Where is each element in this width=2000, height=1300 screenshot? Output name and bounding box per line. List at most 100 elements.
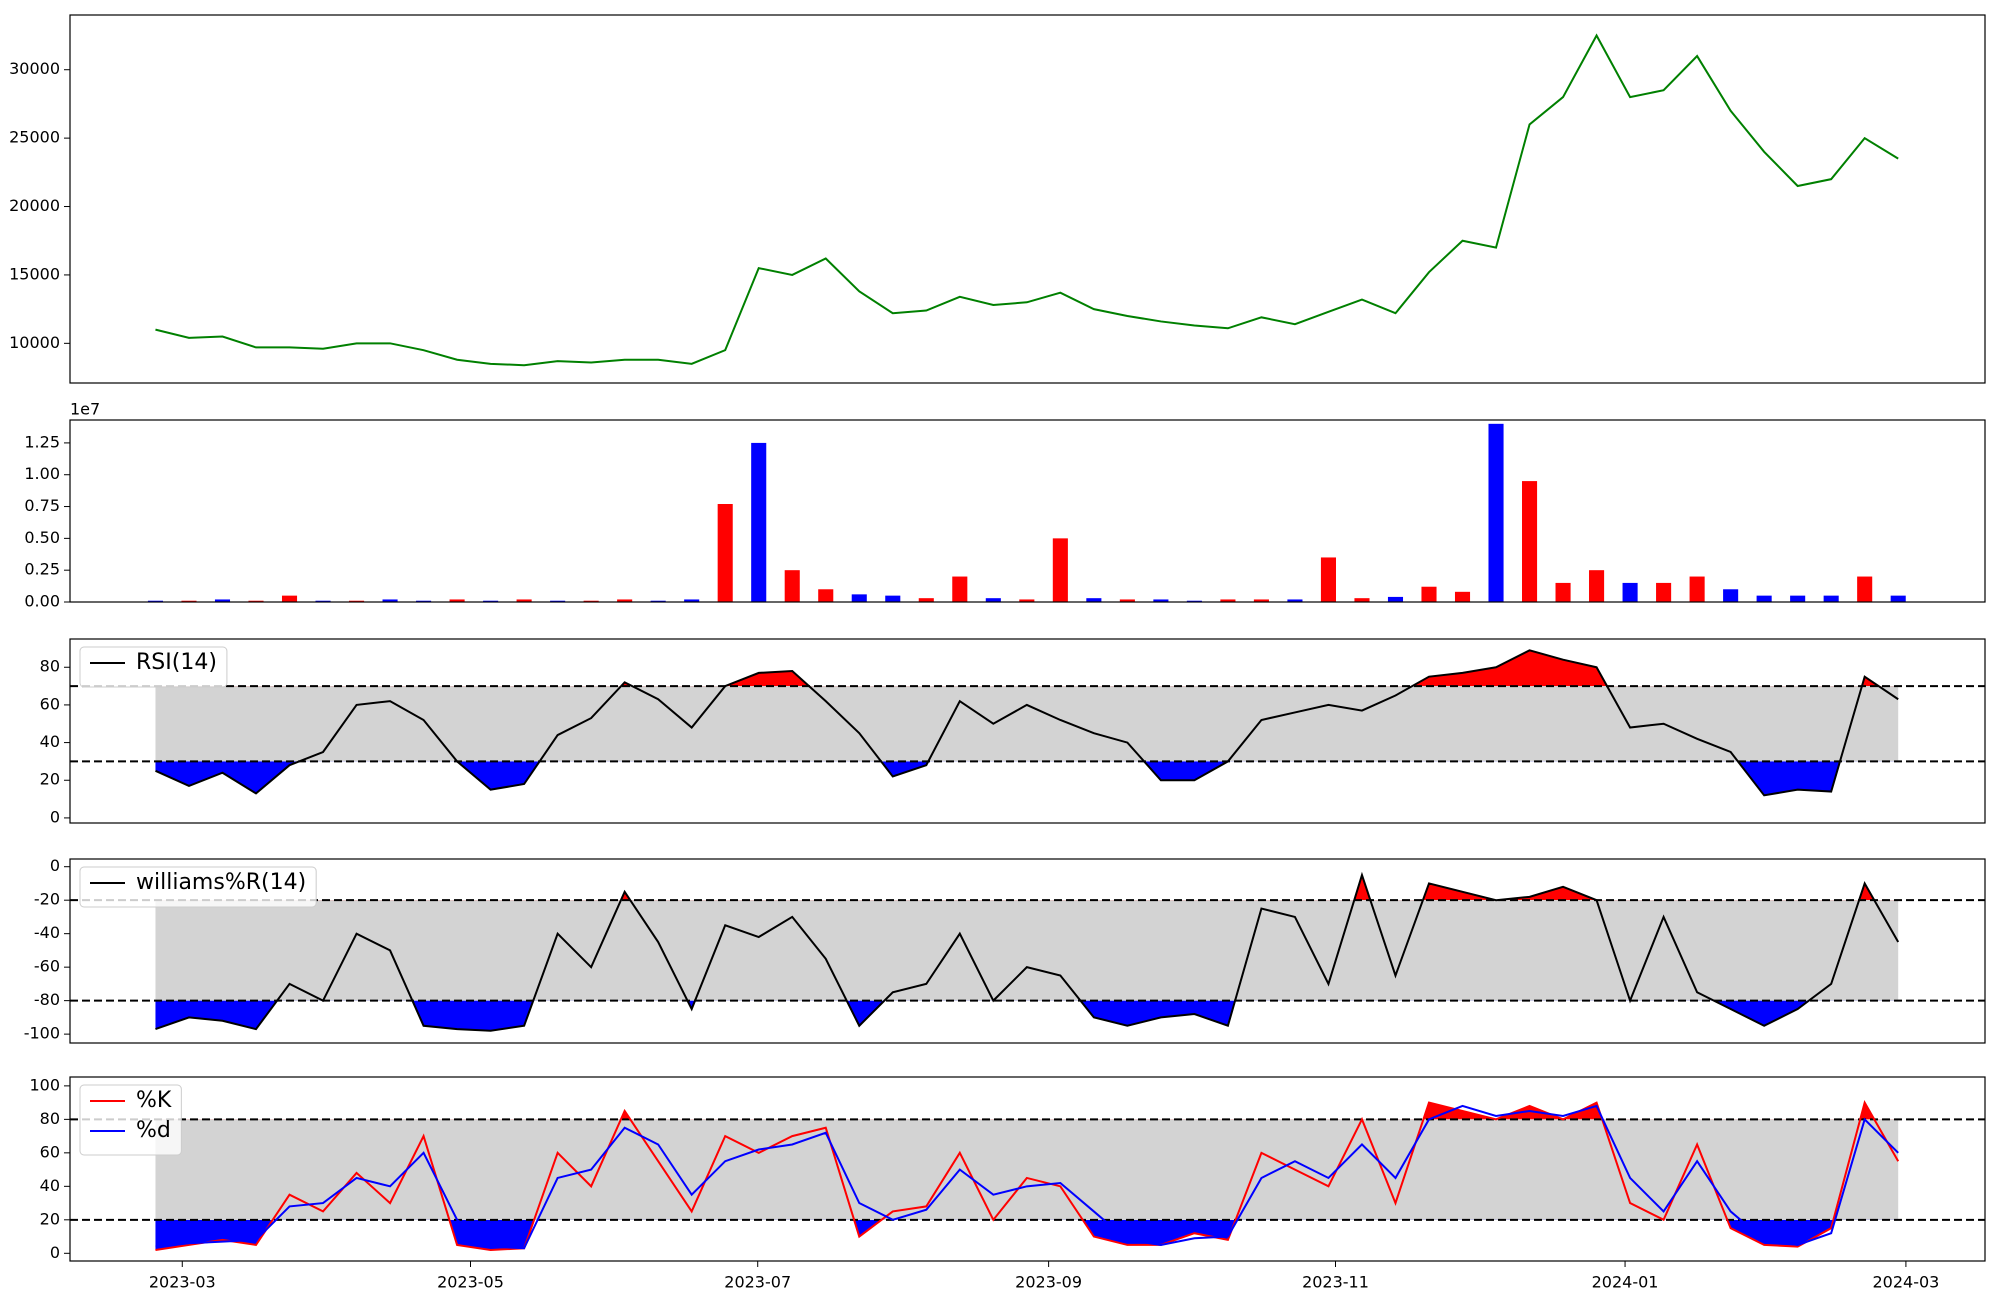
legend-box bbox=[79, 1084, 182, 1156]
bar bbox=[248, 600, 264, 602]
y-tick-label: -20 bbox=[34, 890, 60, 909]
bar bbox=[1387, 596, 1404, 602]
y-tick-label: 60 bbox=[40, 1142, 60, 1161]
bar bbox=[281, 595, 298, 602]
oversold-fill bbox=[155, 1000, 1899, 1031]
bar bbox=[449, 599, 465, 602]
bar bbox=[1086, 598, 1102, 602]
bar bbox=[1756, 595, 1772, 602]
legend-label: %d bbox=[136, 1118, 171, 1143]
bar bbox=[1790, 595, 1806, 602]
axes-frame bbox=[69, 419, 1986, 603]
panel: 0 20 40 60 80 RSI(14) bbox=[40, 638, 1986, 826]
bar bbox=[751, 442, 767, 602]
bar bbox=[315, 600, 331, 602]
x-tick-label: 2023-07 bbox=[724, 1273, 791, 1292]
legend-box bbox=[79, 866, 317, 908]
y-tick-label: 0.25 bbox=[24, 560, 60, 579]
bar bbox=[583, 600, 599, 602]
axes-frame bbox=[69, 858, 1986, 1044]
series-line bbox=[155, 649, 1899, 797]
legend: RSI(14) bbox=[79, 646, 228, 688]
bar bbox=[181, 600, 197, 602]
y-tick-label: 0.50 bbox=[24, 528, 60, 547]
bar bbox=[617, 599, 633, 602]
bar bbox=[1019, 599, 1035, 602]
bar bbox=[1287, 599, 1303, 602]
y-tick-label: -40 bbox=[34, 923, 60, 942]
bar bbox=[851, 594, 867, 602]
bar bbox=[1488, 423, 1504, 602]
y-tick-label: 0.00 bbox=[24, 592, 60, 611]
bar bbox=[550, 600, 566, 602]
y-tick-label: 0 bbox=[50, 1243, 60, 1262]
x-tick-label: 2024-01 bbox=[1592, 1273, 1659, 1292]
oversold-fill bbox=[155, 1219, 1899, 1250]
axes-frame bbox=[69, 638, 1986, 824]
y-tick-label: 10000 bbox=[9, 333, 60, 352]
y-tick-label: -80 bbox=[34, 990, 60, 1009]
bar bbox=[684, 599, 700, 602]
legend-label: %K bbox=[136, 1088, 172, 1113]
bar bbox=[650, 600, 666, 602]
panel: 0 20 40 60 80 100 2023-03 2023-05 2023-07 2023-09… bbox=[29, 1075, 1986, 1292]
bar bbox=[1354, 598, 1370, 602]
y-tick-label: 0.75 bbox=[24, 496, 60, 515]
y-tick-label: -100 bbox=[24, 1024, 60, 1043]
bar bbox=[382, 599, 398, 602]
neutral-band bbox=[155, 900, 1899, 1001]
y-tick-label: 100 bbox=[29, 1075, 60, 1094]
bar bbox=[885, 595, 901, 602]
bar bbox=[952, 576, 968, 602]
bar bbox=[416, 600, 432, 602]
panel: 0.00 0.25 0.50 0.75 1.00 1.25 1e7 bbox=[24, 400, 1986, 611]
series-line bbox=[155, 1104, 1899, 1250]
bar bbox=[1589, 570, 1605, 602]
bar bbox=[214, 599, 231, 602]
panel: -100 -80 -60 -40 -20 0 williams%R(14) bbox=[24, 856, 1986, 1044]
bar bbox=[1522, 481, 1538, 602]
bar bbox=[1153, 599, 1169, 602]
bar bbox=[1119, 599, 1135, 602]
bar bbox=[918, 598, 934, 602]
y-tick-label: 80 bbox=[40, 1109, 60, 1128]
bar bbox=[1421, 586, 1437, 602]
legend-box bbox=[79, 646, 228, 688]
overbought-fill bbox=[155, 875, 1899, 901]
bar bbox=[1186, 600, 1202, 602]
bar bbox=[1823, 595, 1839, 602]
panel: 10000 15000 20000 25000 30000 bbox=[9, 14, 1986, 384]
bar bbox=[1857, 576, 1873, 602]
bar bbox=[1723, 589, 1739, 602]
legend-label: williams%R(14) bbox=[136, 870, 306, 895]
legend: williams%R(14) bbox=[79, 866, 317, 908]
bar bbox=[1253, 599, 1269, 602]
x-tick-label: 2023-05 bbox=[437, 1273, 504, 1292]
offset-label: 1e7 bbox=[70, 400, 100, 419]
bar bbox=[784, 570, 800, 602]
axes-frame bbox=[69, 1076, 1986, 1262]
y-tick-label: 0 bbox=[50, 807, 60, 826]
y-tick-label: 1.00 bbox=[24, 464, 60, 483]
y-tick-label: 20 bbox=[40, 1209, 60, 1228]
bar bbox=[1454, 591, 1471, 602]
y-tick-label: 40 bbox=[40, 732, 60, 751]
neutral-band bbox=[155, 1119, 1899, 1220]
bar bbox=[516, 599, 532, 602]
y-tick-label: 20 bbox=[40, 770, 60, 789]
y-tick-label: 80 bbox=[40, 657, 60, 676]
bar bbox=[1220, 599, 1236, 602]
y-tick-label: 1.25 bbox=[24, 432, 60, 451]
series-line bbox=[155, 1100, 1900, 1251]
bar bbox=[483, 600, 499, 602]
bar bbox=[985, 598, 1001, 602]
bar bbox=[1052, 538, 1068, 602]
legend-label: RSI(14) bbox=[136, 650, 217, 675]
bar bbox=[1890, 595, 1906, 602]
y-tick-label: 15000 bbox=[9, 264, 60, 283]
y-tick-label: 0 bbox=[50, 856, 60, 875]
neutral-band bbox=[155, 686, 1899, 762]
bar bbox=[1320, 557, 1336, 602]
axes-frame bbox=[69, 14, 1986, 384]
